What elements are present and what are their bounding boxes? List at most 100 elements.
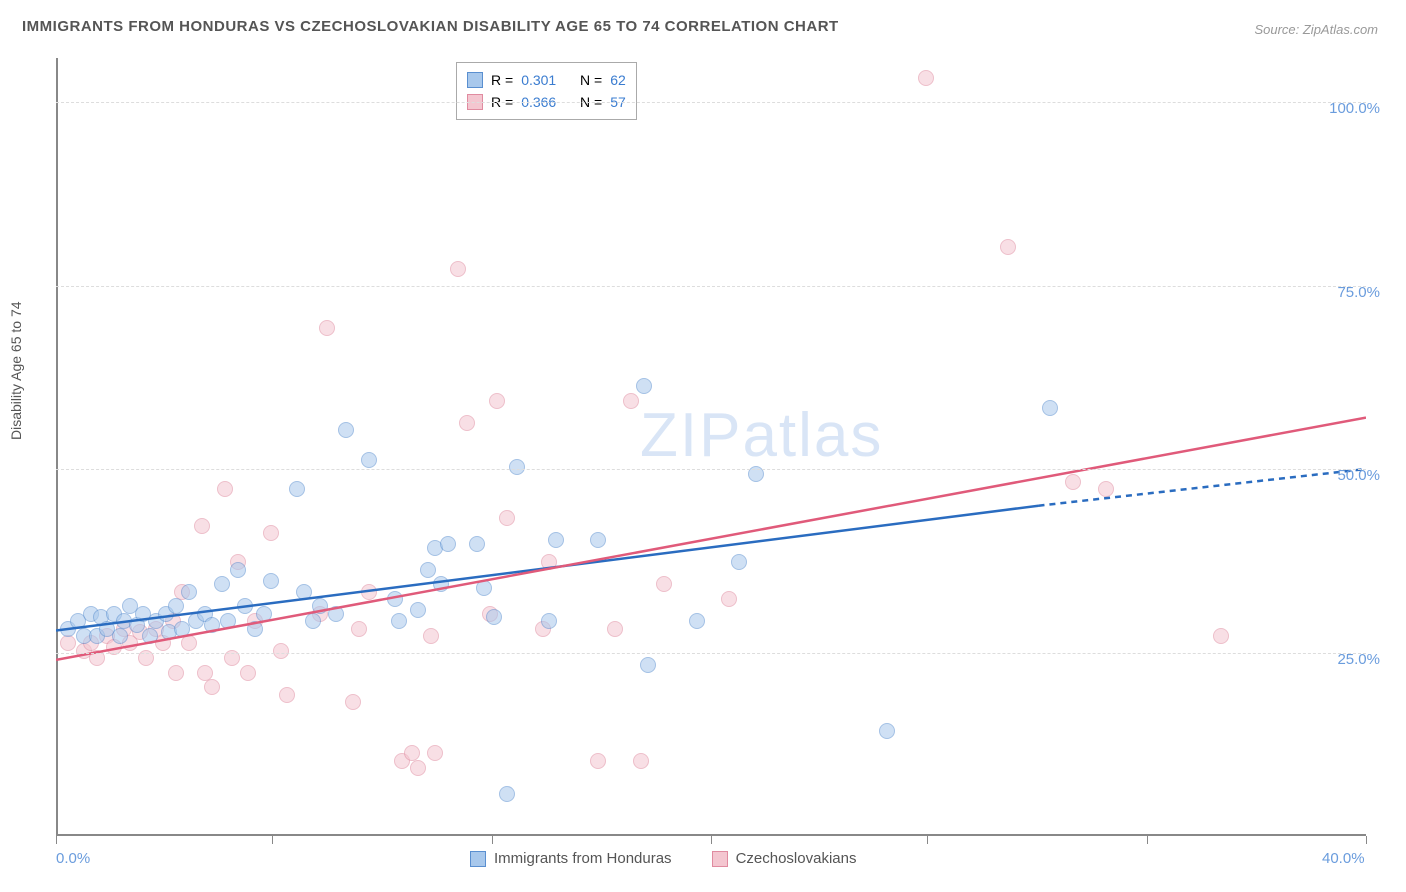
x-tick [1366, 836, 1367, 844]
data-point-series2 [607, 621, 623, 637]
data-point-series1 [433, 576, 449, 592]
data-point-series2 [410, 760, 426, 776]
data-point-series1 [469, 536, 485, 552]
data-point-series2 [361, 584, 377, 600]
x-tick [492, 836, 493, 844]
data-point-series2 [60, 635, 76, 651]
data-point-series2 [1213, 628, 1229, 644]
data-point-series1 [214, 576, 230, 592]
data-point-series2 [204, 679, 220, 695]
data-point-series1 [476, 580, 492, 596]
data-point-series1 [263, 573, 279, 589]
data-point-series2 [450, 261, 466, 277]
y-tick-label: 25.0% [1337, 651, 1380, 668]
data-point-series2 [197, 665, 213, 681]
data-point-series2 [1000, 239, 1016, 255]
x-tick [927, 836, 928, 844]
swatch-series1 [467, 72, 483, 88]
data-point-series1 [420, 562, 436, 578]
x-tick [272, 836, 273, 844]
data-point-series1 [312, 598, 328, 614]
data-point-series2 [194, 518, 210, 534]
data-point-series2 [459, 415, 475, 431]
y-tick-label: 100.0% [1329, 100, 1380, 117]
data-point-series2 [633, 753, 649, 769]
data-point-series1 [328, 606, 344, 622]
data-point-series1 [256, 606, 272, 622]
x-tick-label: 0.0% [56, 850, 90, 867]
data-point-series2 [721, 591, 737, 607]
data-point-series2 [279, 687, 295, 703]
gridline-h [56, 102, 1366, 103]
data-point-series1 [220, 613, 236, 629]
data-point-series2 [918, 70, 934, 86]
legend-row-series1: R = 0.301 N = 62 [467, 69, 626, 91]
series-legend: Immigrants from Honduras Czechoslovakian… [470, 850, 856, 867]
data-point-series2 [181, 635, 197, 651]
data-point-series2 [351, 621, 367, 637]
chart-title: IMMIGRANTS FROM HONDURAS VS CZECHOSLOVAK… [22, 18, 839, 35]
data-point-series2 [168, 665, 184, 681]
data-point-series1 [181, 584, 197, 600]
data-point-series2 [427, 745, 443, 761]
swatch-series1 [470, 851, 486, 867]
data-point-series1 [499, 786, 515, 802]
data-point-series1 [361, 452, 377, 468]
data-point-series1 [410, 602, 426, 618]
data-point-series1 [230, 562, 246, 578]
data-point-series2 [541, 554, 557, 570]
data-point-series1 [731, 554, 747, 570]
data-point-series2 [319, 320, 335, 336]
data-point-series2 [404, 745, 420, 761]
data-point-series2 [499, 510, 515, 526]
data-point-series2 [590, 753, 606, 769]
data-point-series1 [338, 422, 354, 438]
plot-area [56, 58, 1366, 836]
data-point-series2 [1098, 481, 1114, 497]
gridline-h [56, 653, 1366, 654]
data-point-series1 [541, 613, 557, 629]
x-tick [56, 836, 57, 844]
data-point-series2 [1065, 474, 1081, 490]
data-point-series2 [273, 643, 289, 659]
data-point-series1 [509, 459, 525, 475]
data-point-series1 [168, 598, 184, 614]
data-point-series1 [142, 628, 158, 644]
correlation-legend: R = 0.301 N = 62 R = 0.366 N = 57 [456, 62, 637, 120]
data-point-series1 [391, 613, 407, 629]
x-tick-label: 40.0% [1322, 850, 1365, 867]
data-point-series1 [636, 378, 652, 394]
gridline-h [56, 469, 1366, 470]
y-axis-label: Disability Age 65 to 74 [8, 301, 24, 440]
data-point-series1 [296, 584, 312, 600]
data-point-series1 [1042, 400, 1058, 416]
data-point-series2 [217, 481, 233, 497]
data-point-series1 [640, 657, 656, 673]
data-point-series1 [590, 532, 606, 548]
data-point-series2 [423, 628, 439, 644]
data-point-series1 [440, 536, 456, 552]
data-point-series1 [689, 613, 705, 629]
data-point-series1 [204, 617, 220, 633]
data-point-series1 [387, 591, 403, 607]
data-point-series1 [289, 481, 305, 497]
data-point-series2 [345, 694, 361, 710]
data-point-series2 [263, 525, 279, 541]
data-point-series1 [548, 532, 564, 548]
x-tick [711, 836, 712, 844]
data-point-series1 [237, 598, 253, 614]
legend-item-series1: Immigrants from Honduras [470, 850, 672, 867]
x-tick [1147, 836, 1148, 844]
swatch-series2 [712, 851, 728, 867]
data-point-series1 [486, 609, 502, 625]
legend-item-series2: Czechoslovakians [712, 850, 857, 867]
data-point-series2 [489, 393, 505, 409]
data-point-series2 [623, 393, 639, 409]
data-point-series1 [247, 621, 263, 637]
source-attribution: Source: ZipAtlas.com [1254, 22, 1378, 37]
data-point-series1 [112, 628, 128, 644]
data-point-series1 [879, 723, 895, 739]
data-point-series2 [240, 665, 256, 681]
gridline-h [56, 286, 1366, 287]
data-point-series2 [656, 576, 672, 592]
